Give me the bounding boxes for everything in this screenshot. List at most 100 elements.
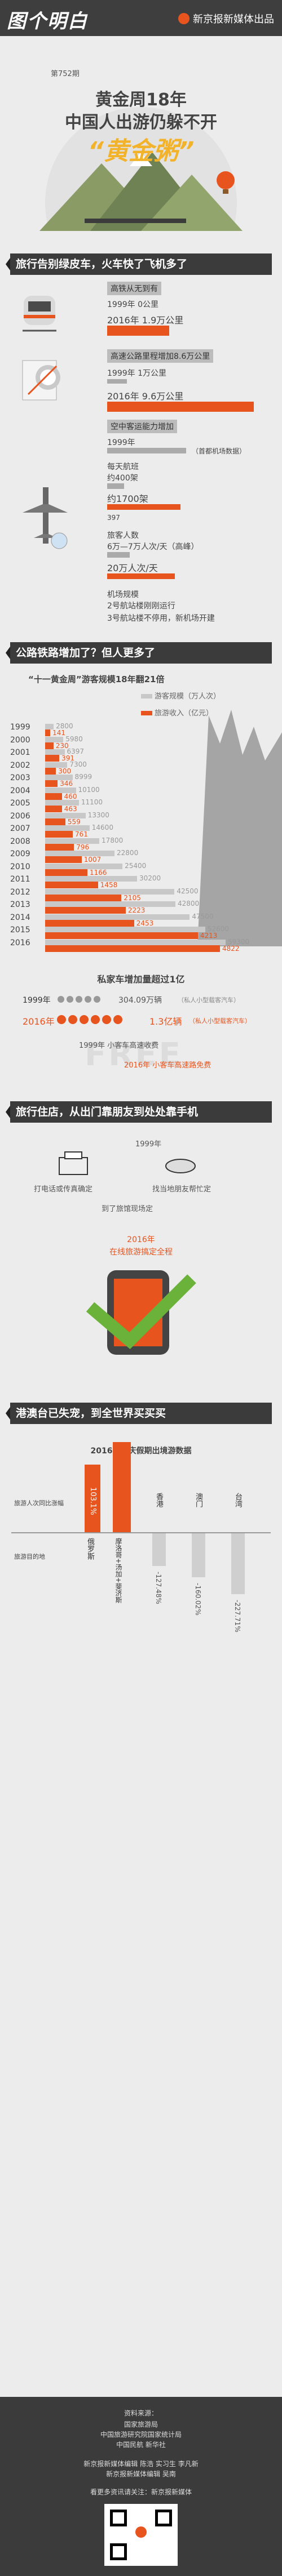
credits-2: 新京报新媒体编辑 吴南	[106, 2470, 176, 2478]
cars-2016-note: （私人小型载客汽车）	[189, 1017, 251, 1025]
mountains-illustration	[39, 107, 243, 231]
highway-icon	[22, 360, 60, 401]
income-value-label: 391	[61, 754, 75, 762]
year-label: 2005	[10, 799, 30, 808]
income-value-label: 460	[64, 792, 77, 800]
year-label: 2008	[10, 837, 30, 846]
income-bar	[45, 831, 73, 838]
passengers-bar-1999	[107, 552, 130, 558]
cars-1999-year: 1999年	[23, 996, 51, 1005]
row1-label: 旅游人次同比涨幅	[14, 1500, 64, 1507]
section2-banner: 公路铁路增加了？但人更多了	[6, 642, 272, 664]
hero-title-line2: 中国人出游仍躲不开	[65, 113, 217, 132]
toll-1999: 1999年 小客车高速收费	[79, 1042, 159, 1050]
tourist-value-label: 10100	[78, 785, 100, 794]
flights-2016: 约1700架	[107, 493, 148, 504]
highway-bar-1999	[107, 379, 127, 384]
qr-code	[104, 2504, 178, 2566]
cars-1999-dots	[58, 996, 100, 1003]
cars-1999-value: 304.09万辆	[118, 996, 162, 1005]
tourist-income-chart: 1999 2800 141 2000 5980 230 2001 6397 391 2002 730…	[0, 684, 282, 955]
tourist-chart-title: “十一黄金周”游客规模18年翻21倍	[28, 674, 165, 684]
outbound-chart-title: 2016年国庆假期出境游数据	[90, 1447, 192, 1456]
tourist-bar	[45, 927, 205, 932]
income-value-label: 796	[76, 843, 90, 851]
flights-1999: 约400架	[107, 474, 138, 483]
year-label: 2011	[10, 875, 30, 884]
legend-income-swatch	[141, 711, 152, 715]
income-bar	[45, 729, 51, 736]
row2-label: 旅游目的地	[14, 1553, 45, 1560]
income-bar	[45, 767, 56, 775]
income-value-label: 4822	[222, 944, 240, 953]
terminal-2016: 3号航站楼不停用，新机场开建	[107, 614, 215, 623]
tourist-bar	[45, 762, 68, 768]
tourist-bar	[45, 812, 86, 818]
tourist-bar	[45, 863, 123, 869]
terminal-1999: 2号航站楼刚刚运行	[107, 602, 175, 611]
year-label: 2003	[10, 773, 30, 782]
tourist-bar	[45, 851, 115, 856]
year-label: 2012	[10, 887, 30, 897]
fax-icon	[59, 1151, 88, 1175]
rail-1999: 1999年 0公里	[107, 300, 158, 309]
issue-number: 第752期	[51, 70, 80, 78]
booking-option-3: 到了旅馆现场定	[102, 1205, 153, 1213]
cars-1999-note: （私人小型载客汽车）	[178, 996, 240, 1004]
tourist-value-label: 42500	[177, 887, 199, 895]
hongkong-value: -127.48%	[155, 1572, 162, 1604]
tourist-bar	[45, 825, 90, 831]
dest-russia: 俄罗斯	[86, 1538, 94, 1560]
russia-bar	[85, 1465, 100, 1532]
airport-note: （首都机场数据）	[192, 447, 246, 455]
tourist-bar	[45, 888, 175, 895]
credits-1: 新京报新媒体编辑 陈浩 实习生 李凡新	[83, 2460, 199, 2468]
smartphone-icon	[86, 1270, 196, 1355]
tourist-bar	[45, 914, 190, 920]
tourist-value-label: 5980	[65, 735, 83, 743]
tourist-bar	[45, 901, 175, 907]
income-bar	[45, 818, 65, 825]
income-bar	[45, 932, 198, 939]
cars-2016-value: 1.3亿辆	[149, 1016, 182, 1027]
passengers-1999: 6万—7万人次/天（高峰）	[107, 542, 199, 551]
tourist-value-label: 6397	[67, 748, 85, 755]
income-value-label: 230	[55, 741, 69, 750]
tourist-bar	[45, 749, 65, 755]
income-value-label: 2223	[127, 906, 146, 914]
cars-2016-dots	[57, 1015, 122, 1024]
section3-banner: 旅行住店，从出门靠朋友到处处靠手机	[6, 1101, 272, 1123]
flights-1999-num: 397	[107, 514, 120, 522]
source-2: 中国旅游研究院国家统计局	[100, 2431, 182, 2439]
year-label: 2010	[10, 862, 30, 871]
tourist-value-label: 59300	[228, 937, 250, 946]
year-label: 2009	[10, 849, 30, 858]
toll-2016: 2016年 小客车高速路免费	[124, 1061, 211, 1070]
section1-banner: 旅行告别绿皮车，火车快了飞机多了	[6, 253, 272, 275]
taiwan-value: -227.71%	[233, 1600, 241, 1632]
legend-tourist: 游客规模（万人次）	[141, 690, 221, 701]
morocco-bar	[113, 1442, 131, 1532]
highway-label: 高速公路里程增加8.6万公里	[107, 349, 214, 363]
booking-option-2: 找当地朋友帮忙定	[152, 1185, 211, 1194]
hongkong-bar	[152, 1532, 166, 1566]
tourist-value-label: 8999	[74, 773, 92, 781]
hero-title-line3: “黄金粥”	[87, 137, 195, 166]
income-bar	[45, 755, 60, 762]
tourist-bar	[45, 775, 73, 780]
legend-income: 旅游收入（亿元）	[141, 707, 213, 718]
tourist-value-label: 30200	[139, 874, 161, 882]
year-label: 2015	[10, 926, 30, 935]
tourist-bar	[45, 838, 100, 844]
tourist-value-label: 22800	[117, 849, 139, 857]
income-value-label: 1007	[83, 856, 102, 864]
cars-2016-year: 2016年	[23, 1016, 55, 1027]
booking-option-online: 在线旅游搞定全程	[109, 1248, 173, 1257]
terminal-label: 机场规模	[107, 590, 139, 599]
tourist-value-label: 25400	[125, 861, 147, 870]
year-label: 1999	[10, 723, 30, 732]
income-bar	[45, 907, 126, 914]
tourist-value-label: 2800	[56, 722, 73, 730]
source-title: 资料来源：	[124, 2409, 158, 2417]
